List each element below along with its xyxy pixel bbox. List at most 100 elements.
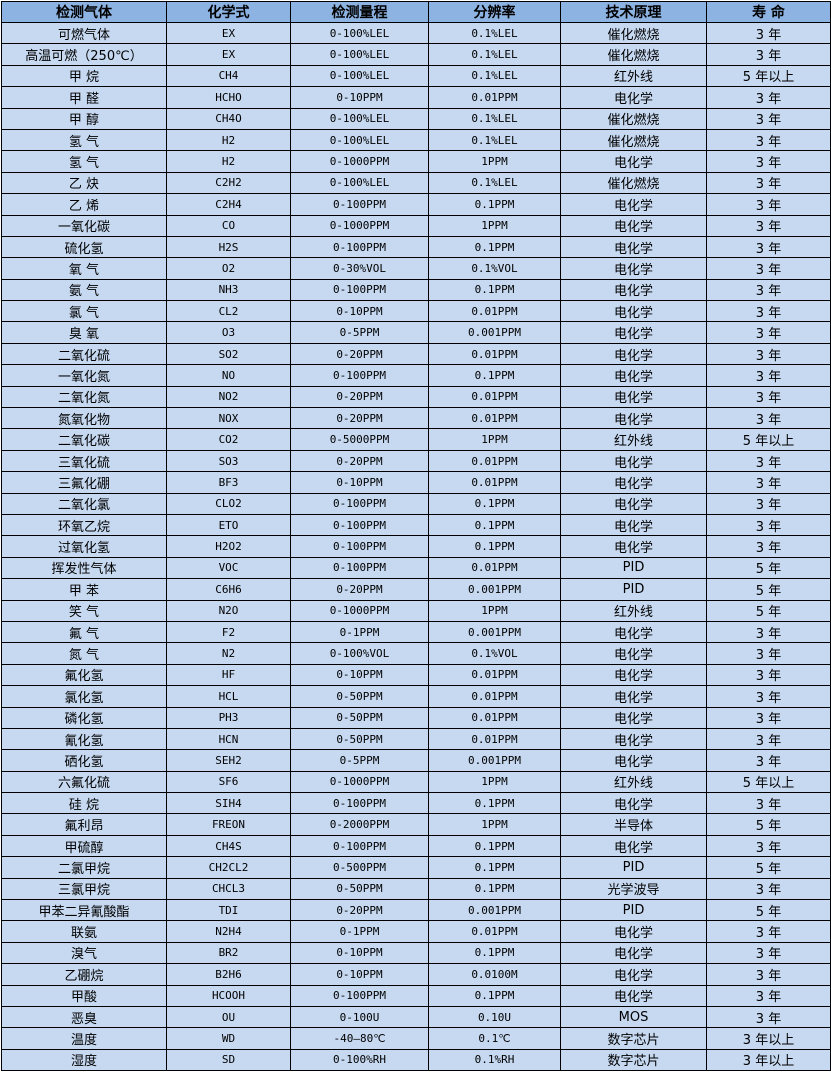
resolution-cell: 0.1PPM [428,856,561,879]
range-cell: 0-500PPM [290,856,429,879]
principle-cell: 红外线 [560,64,707,88]
gas-name-cell: 臭 氧 [1,321,167,344]
resolution-cell: 0.01PPM [428,342,561,366]
principle-cell: PID [560,578,707,601]
gas-name-cell: 三氟化硼 [1,471,167,494]
formula-cell: EX [166,43,291,66]
gas-name-cell: 乙硼烷 [1,963,167,986]
principle-cell: 电化学 [560,749,707,772]
range-cell: 0-1000PPM [290,770,429,794]
formula-cell: HCOOH [166,984,291,1007]
gas-name-cell: 环氧乙烷 [1,513,167,537]
lifespan-cell: 3 年 [706,984,831,1007]
gas-name-cell: 甲 醛 [1,86,167,109]
resolution-cell: 0.1%LEL [428,107,561,130]
resolution-cell: 0.1%VOL [428,642,561,665]
principle-cell: 红外线 [560,428,707,451]
formula-cell: N2 [166,642,291,665]
table-row: 氢 气 H2 0-1000PPM 1PPM 电化学 3 年 [1,150,831,173]
range-cell: 0-100%LEL [290,171,429,195]
resolution-cell: 0.01PPM [428,86,561,109]
resolution-cell: 1PPM [428,428,561,451]
resolution-cell: 0.001PPM [428,578,561,601]
formula-cell: FREON [166,813,291,836]
formula-cell: PH3 [166,706,291,729]
gas-name-cell: 氰化氢 [1,727,167,751]
formula-cell: CO2 [166,428,291,451]
principle-cell: 催化燃烧 [560,128,707,152]
gas-name-cell: 高温可燃（250℃） [1,43,167,66]
principle-cell: 电化学 [560,385,707,409]
lifespan-cell: 3 年 [706,150,831,173]
table-row: 过氧化氢 H2O2 0-100PPM 0.1PPM 电化学 3 年 [1,535,831,558]
gas-name-cell: 硫化氢 [1,235,167,259]
table-row: 甲 苯 C6H6 0-20PPM 0.001PPM PID 5 年 [1,578,831,601]
gas-name-cell: 硅 烷 [1,792,167,815]
range-cell: 0-20PPM [290,342,429,366]
gas-name-cell: 二氧化碳 [1,428,167,451]
table-row: 甲硫醇 CH4S 0-100PPM 0.1PPM 电化学 3 年 [1,834,831,858]
principle-cell: 催化燃烧 [560,21,707,45]
principle-cell: 光学波导 [560,877,707,901]
table-row: 二氧化氮 NO2 0-20PPM 0.01PPM 电化学 3 年 [1,385,831,409]
lifespan-cell: 5 年 [706,556,831,580]
lifespan-cell: 3 年 [706,963,831,986]
range-cell: 0-1PPM [290,920,429,943]
range-cell: 0-50PPM [290,706,429,729]
gas-name-cell: 乙 炔 [1,171,167,195]
range-cell: 0-2000PPM [290,813,429,836]
resolution-cell: 0.01PPM [428,385,561,409]
table-row: 三氯甲烷 CHCL3 0-50PPM 0.1PPM 光学波导 3 年 [1,877,831,901]
lifespan-cell: 3 年 [706,43,831,66]
lifespan-cell: 3 年 [706,21,831,45]
table-row: 一氧化氮 NO 0-100PPM 0.1PPM 电化学 3 年 [1,364,831,387]
formula-cell: SIH4 [166,792,291,815]
formula-cell: CHCL3 [166,877,291,901]
principle-cell: 电化学 [560,364,707,387]
lifespan-cell: 3 年 [706,749,831,772]
resolution-cell: 0.0100M [428,963,561,986]
range-cell: 0-100PPM [290,984,429,1007]
range-cell: 0-5000PPM [290,428,429,451]
lifespan-cell: 3 年 [706,171,831,195]
resolution-cell: 0.01PPM [428,407,561,430]
table-row: 溴气 BR2 0-10PPM 0.1PPM 电化学 3 年 [1,941,831,965]
formula-cell: NOX [166,407,291,430]
range-cell: -40—80℃ [290,1027,429,1050]
range-cell: 0-20PPM [290,407,429,430]
resolution-cell: 0.10U [428,1005,561,1029]
gas-name-cell: 二氧化氯 [1,492,167,515]
principle-cell: 电化学 [560,920,707,943]
principle-cell: 电化学 [560,941,707,965]
range-cell: 0-50PPM [290,727,429,751]
table-row: 甲苯二异氰酸酯 TDI 0-20PPM 0.001PPM PID 5 年 [1,899,831,922]
resolution-cell: 0.1PPM [428,535,561,558]
lifespan-cell: 3 年 [706,535,831,558]
principle-cell: 电化学 [560,342,707,366]
range-cell: 0-100%LEL [290,43,429,66]
range-cell: 0-100PPM [290,193,429,216]
resolution-cell: 0.01PPM [428,300,561,323]
gas-name-cell: 溴气 [1,941,167,965]
principle-cell: PID [560,856,707,879]
gas-name-cell: 二氧化氮 [1,385,167,409]
lifespan-cell: 5 年 [706,899,831,922]
resolution-cell: 0.001PPM [428,620,561,644]
gas-name-cell: 氧 气 [1,257,167,280]
gas-name-cell: 六氟化硫 [1,770,167,794]
header-resolution: 分辨率 [428,1,561,23]
header-formula: 化学式 [166,1,291,23]
principle-cell: 数字芯片 [560,1027,707,1050]
table-row: 氟化氢 HF 0-10PPM 0.01PPM 电化学 3 年 [1,663,831,687]
lifespan-cell: 5 年以上 [706,64,831,88]
lifespan-cell: 3 年以上 [706,1027,831,1050]
table-row: 温度 WD -40—80℃ 0.1℃ 数字芯片 3 年以上 [1,1027,831,1050]
formula-cell: OU [166,1005,291,1029]
principle-cell: 电化学 [560,663,707,687]
range-cell: 0-100PPM [290,535,429,558]
principle-cell: 电化学 [560,300,707,323]
lifespan-cell: 3 年 [706,257,831,280]
table-row: 三氧化硫 SO3 0-20PPM 0.01PPM 电化学 3 年 [1,449,831,473]
formula-cell: SO2 [166,342,291,366]
